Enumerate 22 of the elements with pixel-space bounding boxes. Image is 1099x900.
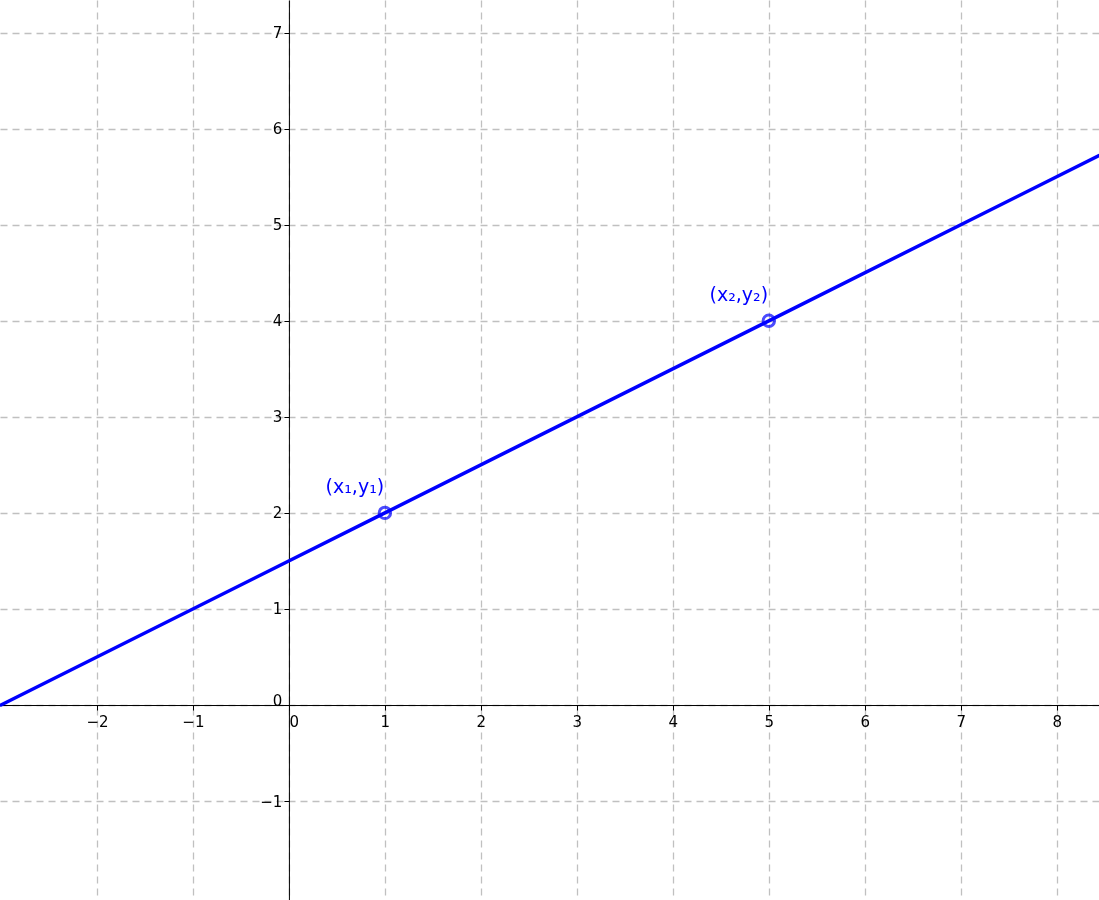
x-tick-label: 5 (764, 712, 775, 731)
y-tick-label: 7 (272, 24, 283, 43)
annotation: (x₂,y₂) (709, 282, 769, 305)
y-tick-label: 1 (272, 600, 283, 619)
x-tick-label: 4 (668, 712, 679, 731)
y-tick-label: −1 (260, 792, 283, 811)
x-tick-label: 3 (572, 712, 583, 731)
x-tick-label: 6 (860, 712, 871, 731)
annotation: (x₁,y₁) (325, 474, 385, 497)
y-tick-label: 5 (272, 216, 283, 235)
x-tick-label: −1 (182, 712, 205, 731)
x-tick-label: 0 (289, 712, 299, 731)
x-tick-label: 2 (476, 712, 487, 731)
y-tick-label: 6 (272, 120, 283, 139)
y-tick-label: 2 (272, 504, 283, 523)
y-tick-label: 4 (272, 312, 283, 331)
y-tick-label: 3 (272, 408, 283, 427)
x-tick-label: 7 (956, 712, 967, 731)
line-series (0, 153, 1099, 707)
x-tick-label: 1 (380, 712, 391, 731)
x-tick-label: −2 (86, 712, 109, 731)
x-tick-label: 8 (1052, 712, 1063, 731)
